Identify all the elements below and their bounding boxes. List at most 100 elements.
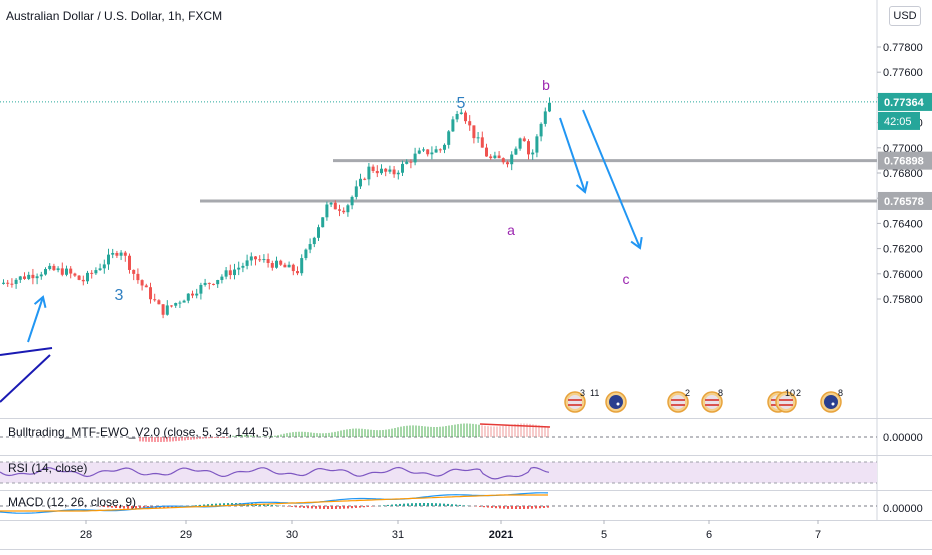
- candle-body: [317, 227, 320, 238]
- time-tick-label: 2021: [489, 529, 513, 541]
- macd-pane: 0.00000: [0, 492, 923, 515]
- last-price-tag: [878, 92, 932, 111]
- level-price-tag-label: 0.76578: [884, 196, 924, 208]
- price-tick-label: 0.76800: [883, 168, 923, 180]
- wedge-lower-line: [0, 354, 51, 403]
- candle-body: [275, 260, 278, 268]
- candle-body: [69, 268, 73, 274]
- candle-body: [518, 138, 522, 149]
- candle-body: [283, 264, 287, 268]
- candle-body: [497, 155, 501, 159]
- candle-body: [367, 166, 371, 180]
- candle-body: [506, 162, 509, 165]
- price-tags: 0.77364 42:05 0.76898 0.76578: [878, 92, 932, 210]
- candle-body: [10, 283, 14, 285]
- candle-body: [531, 152, 535, 155]
- candle-body: [396, 172, 400, 175]
- projection-arrows: [27, 109, 643, 343]
- flag-star: [616, 402, 620, 406]
- countdown-tag: [878, 111, 920, 130]
- candle-body: [220, 276, 224, 281]
- price-tick-label: 0.76000: [883, 269, 923, 281]
- candle-body: [254, 256, 257, 260]
- ewo-pane: 0.00000: [0, 423, 923, 444]
- candle-body: [501, 158, 505, 163]
- wave-label: a: [507, 222, 515, 238]
- candle-body: [472, 125, 476, 139]
- candle-body: [191, 293, 194, 296]
- candle-body: [182, 300, 186, 303]
- candle-body: [296, 271, 299, 274]
- wedge-breakout-arrow-head: [33, 295, 47, 308]
- time-tick-label: 30: [286, 529, 298, 541]
- rsi-indicator-label[interactable]: RSI (14, close): [8, 461, 88, 475]
- candles: [2, 97, 551, 319]
- candle-body: [443, 144, 446, 150]
- price-tick-label: 0.77800: [883, 42, 923, 54]
- wave-label: 3: [115, 287, 124, 304]
- candle-body: [207, 282, 211, 284]
- wave-c-arrow-1: [559, 117, 586, 193]
- candle-body: [31, 274, 35, 279]
- candle-body: [422, 149, 425, 151]
- candle-body: [455, 113, 459, 120]
- time-tick-label: 31: [392, 529, 404, 541]
- candle-body: [94, 270, 98, 274]
- candle-body: [73, 273, 77, 276]
- candle-body: [321, 217, 325, 228]
- candle-body: [493, 155, 497, 159]
- candle-body: [489, 156, 493, 159]
- event-badge-count: 10: [785, 388, 795, 398]
- candle-body: [249, 256, 253, 261]
- au-flag-icon: [609, 395, 623, 409]
- candle-body: [245, 260, 249, 266]
- candle-body: [153, 299, 157, 301]
- event-badge-count: 2: [685, 388, 690, 398]
- candle-body: [237, 267, 241, 270]
- candle-body: [165, 305, 169, 315]
- flag-stripe: [568, 404, 582, 406]
- candle-body: [338, 209, 341, 211]
- candle-body: [346, 205, 350, 213]
- time-tick-label: 7: [815, 529, 821, 541]
- us-flag-icon: [705, 395, 719, 409]
- wave-label: b: [542, 77, 550, 93]
- candle-body: [459, 112, 463, 114]
- candle-body: [380, 168, 383, 174]
- ewo-indicator-label[interactable]: Bulltrading_MTF-EWO_V2.0 (close, 5, 34, …: [8, 425, 273, 439]
- candle-body: [312, 237, 316, 245]
- wave-labels: 3 5 a b c: [115, 77, 630, 304]
- chart-title: Australian Dollar / U.S. Dollar, 1h, FXC…: [6, 9, 223, 23]
- candle-body: [216, 280, 220, 285]
- flag-stripe: [779, 399, 793, 401]
- event-badge-count: 3: [580, 388, 585, 398]
- candle-body: [228, 270, 232, 276]
- candle-body: [325, 204, 329, 218]
- wave-c-arrow-2: [582, 109, 641, 249]
- price-axis-ticks: 0.778000.776000.774000.772000.770000.768…: [877, 42, 923, 306]
- macd-value-label: 0.00000: [883, 503, 923, 515]
- event-badge-count: 11: [590, 388, 599, 398]
- candle-body: [266, 259, 270, 264]
- candle-body: [384, 168, 388, 172]
- drawings: [0, 347, 53, 403]
- candle-body: [354, 186, 358, 197]
- candle-body: [107, 254, 110, 265]
- candle-body: [77, 275, 81, 280]
- candle-body: [375, 170, 379, 174]
- candle-body: [102, 264, 106, 269]
- level-price-tag: [878, 191, 932, 210]
- candle-body: [233, 269, 236, 276]
- candle-body: [258, 259, 262, 261]
- candle-body: [178, 302, 182, 304]
- candle-body: [434, 149, 438, 153]
- price-tick-label: 0.76400: [883, 218, 923, 230]
- currency-button[interactable]: USD: [889, 6, 921, 26]
- candle-body: [464, 112, 467, 122]
- last-price-tag-label: 0.77364: [884, 97, 925, 109]
- candle-body: [60, 268, 64, 275]
- candle-body: [132, 269, 136, 274]
- macd-indicator-label[interactable]: MACD (12, 26, close, 9): [8, 495, 137, 509]
- au-flag-icon: [824, 395, 838, 409]
